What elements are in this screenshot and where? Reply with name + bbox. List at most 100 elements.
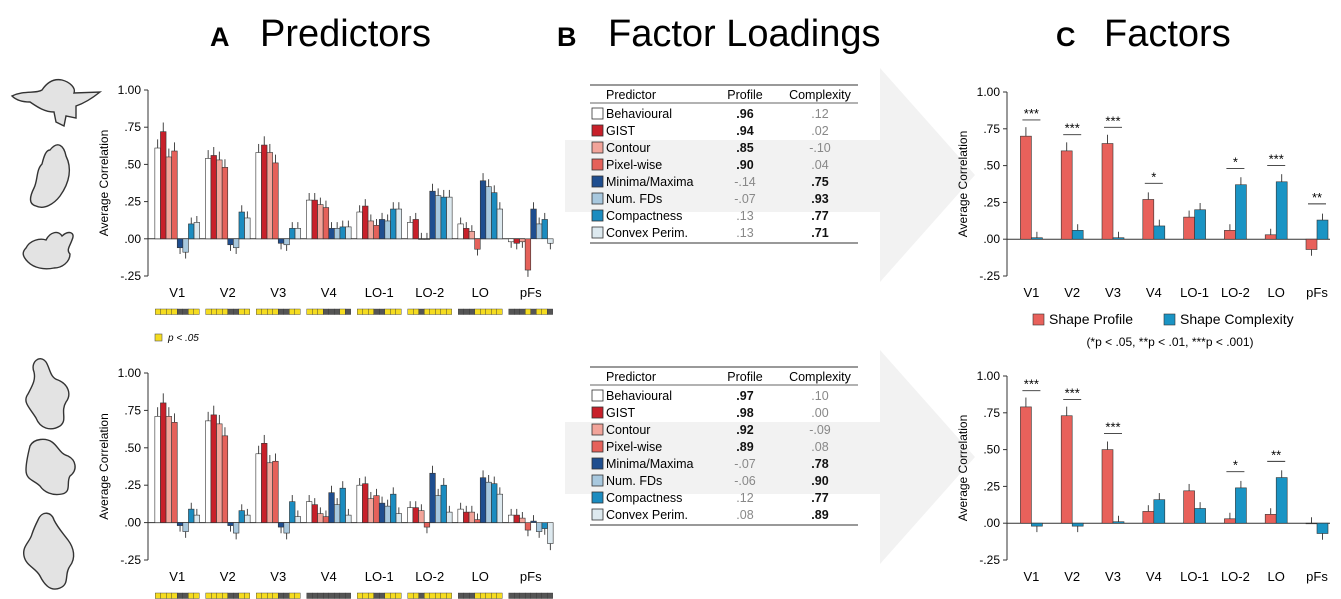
bar-V2-convexperim: [244, 514, 251, 523]
profile-loading: .13: [736, 226, 753, 240]
sig-stars: **: [1312, 190, 1322, 205]
y-tick-label: -.25: [120, 269, 141, 283]
legend-profile-label: Shape Profile: [1049, 311, 1133, 327]
y-axis-label: Average Correlation: [956, 131, 970, 238]
table-header: Profile: [727, 88, 762, 102]
sig-box: [480, 308, 486, 315]
bar-V2-contour: [216, 423, 223, 523]
bar-LO-contour: [468, 231, 475, 240]
bar-LO-1-behavioural: [356, 484, 363, 523]
bar-LO-1-gist: [362, 483, 369, 523]
bar-LO-2-shapecomplexity: [1235, 184, 1247, 240]
bar-V4-convexperim: [345, 226, 352, 240]
bar-pFs-shapeprofile: [1305, 522, 1318, 525]
panel-a-letter: A: [210, 22, 230, 52]
sig-box: [368, 592, 374, 599]
bar-V1-contour: [165, 156, 172, 240]
sig-box: [413, 308, 419, 315]
panel-b-arrows: [565, 68, 975, 564]
panel-b-header: B Factor Loadings: [557, 13, 881, 55]
complexity-loading: .71: [811, 226, 828, 240]
predictor-swatch: [591, 226, 604, 239]
bar-LO-1-pixelwise: [373, 225, 380, 240]
sig-box: [446, 592, 452, 599]
profile-loading: .96: [736, 107, 753, 121]
predictor-name: Contour: [606, 141, 650, 155]
bar-V4-numfds: [334, 228, 341, 240]
predictor-name: Minima/Maxima: [606, 457, 694, 471]
sig-box: [182, 308, 189, 315]
predictor-swatch: [591, 440, 604, 453]
sig-box: [514, 308, 520, 315]
sig-box: [278, 592, 284, 599]
bar-V3-shapeprofile: [1101, 143, 1114, 240]
profile-loading: -.06: [734, 474, 756, 488]
sig-box: [362, 308, 369, 315]
bar-V1-gist: [160, 402, 167, 523]
bar-V1-shapeprofile: [1020, 406, 1032, 524]
x-tick-label: V4: [1146, 285, 1162, 300]
bar-V3-shapecomplexity: [1112, 237, 1125, 240]
bar-LO-1-shapeprofile: [1183, 490, 1195, 524]
sig-box: [244, 592, 250, 599]
x-tick-label: V3: [1105, 285, 1121, 300]
bar-V1-minimamaxima: [176, 238, 184, 249]
complexity-loading: .77: [811, 491, 828, 505]
sig-box: [390, 308, 396, 315]
sig-stars: ***: [1065, 386, 1080, 401]
table-row: Num. FDs -.06 .90: [591, 474, 829, 488]
sig-box: [328, 592, 335, 599]
bar-LO-minimamaxima: [479, 180, 487, 240]
sig-box: [193, 592, 200, 599]
complexity-loading: .02: [811, 124, 828, 138]
panel-a-header: A Predictors: [210, 13, 431, 55]
sig-box: [496, 308, 503, 315]
predictor-name: Contour: [606, 423, 650, 437]
bar-V4-shapeprofile: [1142, 511, 1155, 524]
bird-shape-icon: [10, 78, 103, 128]
bar-LO-behavioural: [457, 508, 464, 523]
x-tick-label: LO: [1268, 285, 1285, 300]
bar-pFs-gist: [513, 514, 520, 523]
bar-V1-numfds: [182, 238, 189, 253]
bar-LO-2-convexperim: [446, 196, 453, 240]
sig-box: [463, 592, 470, 599]
bar-V3-convexperim: [294, 228, 301, 240]
x-tick-label: LO-1: [1180, 285, 1209, 300]
bar-V4-compactness: [339, 226, 346, 240]
x-tick-label: V2: [1064, 285, 1080, 300]
bar-LO-2-minimamaxima: [429, 472, 436, 523]
sig-box: [261, 308, 268, 315]
profile-loading: .08: [736, 508, 753, 522]
bar-LO-2-numfds: [435, 495, 442, 523]
bar-LO-1-minimamaxima: [378, 502, 386, 523]
sig-box: [458, 592, 464, 599]
sig-box: [182, 592, 189, 599]
sig-box: [345, 592, 351, 599]
bar-V4-gist: [311, 199, 318, 240]
sig-box: [312, 592, 318, 599]
x-tick-label: LO-2: [415, 569, 444, 584]
bar-pFs-minimamaxima: [530, 208, 537, 240]
bar-V2-numfds: [233, 522, 240, 534]
sig-note-text: p < .05: [167, 333, 199, 344]
complexity-loading: .12: [811, 107, 828, 121]
sig-box: [541, 308, 548, 315]
complexity-loading: .00: [811, 406, 828, 420]
sig-box: [508, 592, 515, 599]
bar-LO-convexperim: [496, 493, 503, 523]
y-tick-label: .50: [124, 157, 141, 171]
predictor-name: Compactness: [606, 491, 682, 505]
table-row: Minima/Maxima -.07 .78: [591, 457, 829, 471]
sig-note: p < .05: [154, 333, 199, 344]
sig-box: [155, 592, 161, 599]
blob-shape-1-icon: [25, 358, 70, 430]
sig-box: [469, 308, 475, 315]
bar-LO-1-minimamaxima: [378, 219, 386, 240]
x-tick-label: V3: [270, 569, 286, 584]
sig-box: [345, 308, 351, 315]
bar-LO-2-shapeprofile: [1224, 230, 1236, 240]
bar-V2-shapeprofile: [1060, 150, 1073, 240]
bar-LO-1-shapecomplexity: [1194, 508, 1206, 524]
x-tick-label: V1: [169, 569, 185, 584]
